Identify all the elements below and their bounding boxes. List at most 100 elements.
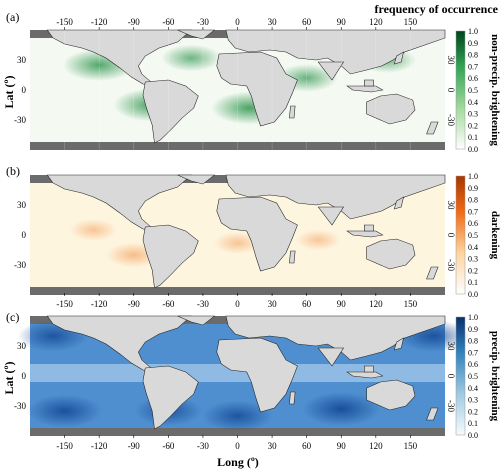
lat-tick-label-right: 0 (446, 233, 456, 238)
lon-tick-label: -150 (56, 17, 73, 27)
lat-tick-label-left: 30 (17, 55, 27, 65)
lon-tick-label: 120 (369, 299, 383, 309)
lon-tick-label: -90 (128, 17, 140, 27)
colorbar-tick-label: 0.6 (468, 219, 478, 228)
colorbar-tick-label: 0.7 (468, 348, 478, 357)
lon-tick-label: -60 (162, 17, 174, 27)
colorbar-label-c: precip. brightening (489, 331, 500, 422)
heat-hotspots-c (17, 320, 470, 432)
colorbar-tick-label: 0.9 (468, 325, 478, 334)
lon-tick-label: 30 (268, 441, 278, 451)
lon-tick-label: -150 (56, 299, 73, 309)
lon-tick-label: 30 (268, 299, 278, 309)
lat-tick-label-left: 0 (22, 230, 27, 240)
lon-tick-label: 90 (337, 299, 347, 309)
lon-tick-label: -120 (91, 17, 108, 27)
colorbar-tick-label: 0.0 (468, 290, 478, 299)
lon-tick-label: -60 (162, 299, 174, 309)
lat-tick-label-right: -30 (446, 259, 456, 271)
lon-tick-label: -30 (197, 299, 209, 309)
heat-hotspot (161, 44, 222, 72)
y-ticks-right-b: 30 0 -30 (446, 201, 456, 272)
lon-tick-label: -30 (197, 441, 209, 451)
colorbar-tick-label: 0.2 (468, 121, 478, 130)
colorbar-tick-label: 0.7 (468, 207, 478, 216)
colorbar-label-a: non-precip. brightening (489, 34, 500, 146)
lon-tick-label: 90 (337, 17, 347, 27)
lon-tick-label: -30 (197, 17, 209, 27)
colorbar-tick-label: 0.9 (468, 39, 478, 48)
lat-tick-label-left: -30 (14, 401, 26, 411)
x-axis-label: Long (º) (217, 455, 259, 469)
lat-tick-label-right: 30 (446, 342, 456, 352)
colorbar-tick-label: 0.5 (468, 372, 478, 381)
y-ticks-left-b: 30 0 -30 (14, 200, 27, 270)
lon-tick-label: 60 (302, 441, 312, 451)
lat-tick-label-right: -30 (446, 114, 456, 126)
colorbar-tick-label: 0.0 (468, 431, 478, 440)
colorbar-tick-label: 0.3 (468, 396, 478, 405)
colorbar-tick-label: 0.4 (468, 243, 478, 252)
colorbar-ticks-a: 1.0 0.9 0.8 0.7 0.6 0.5 0.4 0.3 0.2 0.1 0.0 (468, 27, 478, 154)
heat-hotspot (202, 400, 273, 432)
lon-tick-label: 150 (404, 299, 418, 309)
colorbar-tick-label: 0.1 (468, 133, 478, 142)
lon-tick-label: 0 (235, 17, 240, 27)
y-ticks-left-a: 30 0 -30 (14, 55, 27, 125)
lon-tick-label: 60 (302, 299, 312, 309)
colorbar-tick-label: 0.2 (468, 266, 478, 275)
heat-hotspot (302, 392, 381, 426)
lon-tick-label: 0 (235, 299, 240, 309)
panel-c: (c) 30 0 -30 30 0 -30 1.0 0.9 0.8 0.7 0.6 0.5 0.4 0… (6, 310, 500, 451)
colorbar-a (455, 30, 466, 150)
bottom-lon-ticks-c: -150 -120 -90 -60 -30 0 30 60 90 120 150 (56, 435, 418, 451)
lat-tick-label-right: 0 (446, 374, 456, 379)
lon-tick-label: 150 (404, 17, 418, 27)
colorbar-ticks-c: 1.0 0.9 0.8 0.7 0.6 0.5 0.4 0.3 0.2 0.1 0.0 (468, 313, 478, 440)
lat-tick-label-left: -30 (14, 115, 26, 125)
y-axis-label-c: Lat (º) (2, 362, 16, 395)
y-ticks-left-c: 30 0 -30 (14, 341, 27, 411)
colorbar-title: frequency of occurrence (374, 2, 498, 16)
colorbar-tick-label: 0.0 (468, 145, 478, 154)
lat-tick-label-right: -30 (446, 400, 456, 412)
lon-tick-label: 30 (268, 17, 278, 27)
lon-tick-label: 0 (235, 441, 240, 451)
lon-tick-label: -60 (162, 441, 174, 451)
colorbar-tick-label: 0.5 (468, 231, 478, 240)
lat-tick-label-left: 30 (17, 200, 27, 210)
lat-tick-label-right: 30 (446, 201, 456, 211)
colorbar-tick-label: 0.2 (468, 407, 478, 416)
lon-tick-label: 150 (404, 441, 418, 451)
panel-letter-a: (a) (6, 10, 19, 24)
colorbar-tick-label: 0.3 (468, 255, 478, 264)
colorbar-tick-label: 0.4 (468, 384, 478, 393)
panel-b: (b) 30 0 -30 30 0 -30 1.0 0.9 0.8 0.7 0.6 0.5 0.4 0… (6, 164, 500, 309)
colorbar-ticks-b: 1.0 0.9 0.8 0.7 0.6 0.5 0.4 0.3 0.2 0.1 0.0 (468, 172, 478, 299)
lat-tick-label-left: 0 (22, 371, 27, 381)
panel-a: (a) -150 -120 -90 -60 -30 0 30 60 90 120 150 30 0 -3… (6, 10, 500, 154)
colorbar-tick-label: 0.9 (468, 184, 478, 193)
colorbar-tick-label: 1.0 (468, 313, 478, 322)
lon-tick-label: -120 (91, 441, 108, 451)
lon-tick-label: -150 (56, 441, 73, 451)
lat-tick-label-left: 30 (17, 341, 27, 351)
colorbar-tick-label: 0.8 (468, 337, 478, 346)
lon-tick-label: 120 (369, 441, 383, 451)
panel-letter-c: (c) (6, 310, 19, 324)
bottom-lon-ticks-b: -150 -120 -90 -60 -30 0 30 60 90 120 150 (56, 293, 418, 309)
colorbar-tick-label: 0.6 (468, 74, 478, 83)
colorbar-tick-label: 0.7 (468, 62, 478, 71)
panel-letter-b: (b) (6, 164, 20, 178)
lon-tick-label: -90 (128, 299, 140, 309)
lon-tick-label: -120 (91, 299, 108, 309)
y-ticks-right-a: 30 0 -30 (446, 56, 456, 127)
colorbar-tick-label: 0.8 (468, 196, 478, 205)
colorbar-tick-label: 0.8 (468, 51, 478, 60)
lat-tick-label-right: 0 (446, 88, 456, 93)
colorbar-tick-label: 0.1 (468, 278, 478, 287)
heat-hotspot (26, 394, 103, 428)
lon-tick-label: -90 (128, 441, 140, 451)
colorbar-c (455, 316, 466, 436)
